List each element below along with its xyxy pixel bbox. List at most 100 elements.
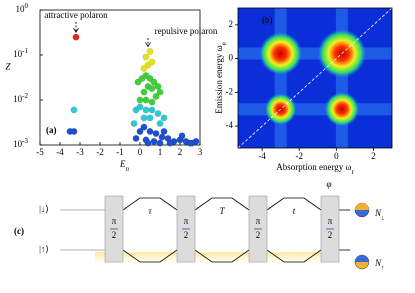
data-point: [186, 139, 194, 147]
paths: [60, 197, 350, 263]
pulse-num: π: [328, 216, 333, 226]
data-point: [132, 135, 140, 142]
data-point: [160, 128, 168, 135]
interval: T: [219, 206, 225, 216]
arrow-head: [145, 42, 151, 48]
interval: t: [293, 206, 296, 216]
count-down: N↓: [374, 208, 385, 222]
ridge: [274, 8, 287, 148]
x-tick-label: -4: [56, 147, 64, 157]
data-point: [152, 130, 160, 137]
count-up: N↑: [374, 258, 385, 272]
x-tick-label: 0: [334, 151, 339, 161]
data-point: [140, 65, 148, 72]
subscript: ↓: [381, 214, 385, 222]
phase: φ: [327, 179, 332, 189]
panel-label: (a): [46, 125, 57, 135]
subscript: -3: [22, 137, 28, 145]
state-up: |↑⟩: [39, 244, 49, 254]
data-point: [156, 120, 164, 127]
data-point: [142, 106, 150, 114]
data-point: [148, 58, 156, 66]
data-point: [140, 123, 148, 131]
x-tick-label: -5: [36, 147, 44, 157]
y-tick-label: 10-1: [13, 47, 28, 59]
pulse-den: 2: [328, 230, 333, 240]
pulse-den: 2: [184, 230, 189, 240]
panel-label: (c): [14, 226, 24, 236]
data-point: [142, 96, 150, 104]
data-point: [136, 96, 144, 104]
pulse-den: 2: [112, 230, 117, 240]
data-point: [146, 128, 154, 135]
y-tick-label: -2: [226, 86, 234, 96]
data-point: [148, 98, 156, 106]
data-point: [150, 138, 158, 145]
ridge: [335, 8, 348, 148]
data-point: [154, 110, 162, 117]
data-point: [146, 114, 154, 122]
y-tick-label: 2: [229, 19, 234, 29]
x-tick-label: -1: [116, 147, 124, 157]
state-down: |↓⟩: [39, 204, 49, 214]
y-tick-label: -4: [226, 120, 234, 130]
subscript: ↑: [381, 264, 385, 272]
x-tick-label: -3: [76, 147, 84, 157]
data-point: [140, 114, 148, 122]
plot-frame: [237, 7, 393, 149]
subscript: -1: [22, 47, 28, 55]
data-point: [72, 33, 80, 41]
pulse-num: π: [112, 216, 117, 226]
subscript: e: [220, 42, 228, 45]
y-tick-label: 10-2: [13, 92, 28, 104]
x-tick-label: 3: [198, 147, 203, 157]
x-tick-label: -2: [96, 147, 104, 157]
data-point: [178, 132, 186, 140]
data-point: [160, 114, 168, 122]
subscript: n: [126, 165, 130, 173]
panel-label: (b): [262, 15, 273, 25]
data-point: [140, 88, 148, 96]
peak: [324, 92, 359, 127]
pulse-den: 2: [256, 230, 261, 240]
data-point: [156, 139, 164, 147]
annotation: attractive polaron: [44, 10, 108, 20]
data-point: [70, 106, 78, 114]
data-point: [144, 139, 152, 147]
x-axis-label: Absorption energy ωr: [276, 162, 354, 176]
peak: [259, 32, 302, 75]
arrow-head: [73, 27, 79, 33]
pulse-num: π: [184, 216, 189, 226]
data-point: [152, 93, 160, 100]
data-point: [136, 103, 144, 111]
data-point: [150, 78, 158, 86]
heatmap-bg: [238, 8, 392, 148]
x-tick-label: 2: [178, 147, 183, 157]
x-tick-label: 2: [371, 151, 376, 161]
x-tick-label: 0: [138, 147, 143, 157]
data-point: [130, 120, 138, 127]
subscript: -2: [22, 92, 28, 100]
data-point: [192, 138, 200, 145]
annotation: repulsive polaron: [155, 26, 218, 36]
data-point: [148, 85, 156, 92]
y-tick-label: 0: [229, 53, 234, 63]
y-axis-label: Z: [5, 62, 11, 72]
data-point: [148, 106, 156, 114]
data-point: [70, 128, 78, 135]
data-point: [136, 128, 144, 135]
ridge: [238, 103, 392, 116]
detector-half: [355, 203, 369, 210]
y-tick-label: 100: [16, 2, 29, 14]
interval: τ: [148, 206, 152, 216]
detector-half: [355, 255, 369, 262]
subscript: 0: [25, 2, 29, 10]
glow: [95, 252, 335, 266]
x-tick-label: -2: [295, 151, 303, 161]
x-axis-label: En: [119, 159, 130, 173]
data-point: [142, 53, 150, 61]
x-tick-label: 1: [158, 147, 163, 157]
x-tick-label: -4: [258, 151, 266, 161]
data-point: [166, 139, 174, 147]
